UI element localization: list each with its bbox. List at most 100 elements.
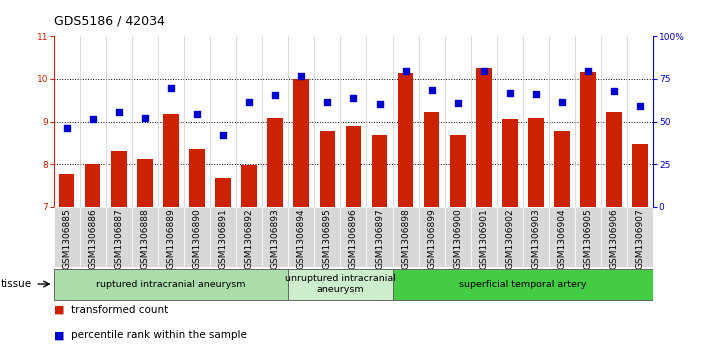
Point xyxy=(61,125,72,131)
Bar xyxy=(267,118,283,207)
Bar xyxy=(293,79,309,207)
Point xyxy=(321,99,333,105)
Bar xyxy=(575,207,601,267)
Bar xyxy=(85,164,101,207)
Bar xyxy=(580,72,596,207)
Bar xyxy=(606,112,622,207)
Bar xyxy=(393,207,418,267)
Point xyxy=(113,109,124,115)
Text: GSM1306892: GSM1306892 xyxy=(245,209,253,269)
Bar xyxy=(346,126,361,207)
Text: GSM1306886: GSM1306886 xyxy=(88,209,97,269)
Bar xyxy=(627,207,653,267)
Point xyxy=(531,91,542,97)
Bar xyxy=(288,207,314,267)
Text: GDS5186 / 42034: GDS5186 / 42034 xyxy=(54,15,164,28)
Bar xyxy=(210,207,236,267)
Text: GSM1306904: GSM1306904 xyxy=(558,209,566,269)
Text: GSM1306895: GSM1306895 xyxy=(323,209,332,269)
Bar xyxy=(54,269,288,299)
Text: GSM1306906: GSM1306906 xyxy=(610,209,619,269)
Text: GSM1306903: GSM1306903 xyxy=(531,209,540,269)
Bar xyxy=(137,159,153,207)
Bar xyxy=(523,207,549,267)
Text: unruptured intracranial
aneurysm: unruptured intracranial aneurysm xyxy=(285,274,396,294)
Text: GSM1306898: GSM1306898 xyxy=(401,209,410,269)
Bar xyxy=(341,207,366,267)
Point xyxy=(217,132,228,138)
Point xyxy=(556,99,568,105)
Point xyxy=(191,111,203,117)
Bar xyxy=(236,207,262,267)
Point xyxy=(504,90,516,95)
Text: GSM1306889: GSM1306889 xyxy=(166,209,176,269)
Bar xyxy=(372,135,387,207)
Bar xyxy=(262,207,288,267)
Bar xyxy=(288,269,393,299)
Text: GSM1306887: GSM1306887 xyxy=(114,209,124,269)
Point xyxy=(452,100,463,106)
Bar xyxy=(132,207,158,267)
Point xyxy=(243,99,255,105)
Bar xyxy=(450,135,466,207)
Bar xyxy=(80,207,106,267)
Bar xyxy=(424,112,440,207)
Bar xyxy=(528,118,544,207)
Point xyxy=(165,85,176,91)
Point xyxy=(269,92,281,98)
Text: superficial temporal artery: superficial temporal artery xyxy=(459,280,587,289)
Point xyxy=(608,88,620,94)
Point xyxy=(87,116,99,122)
Text: GSM1306897: GSM1306897 xyxy=(375,209,384,269)
Text: tissue: tissue xyxy=(1,279,32,289)
Bar xyxy=(476,68,492,207)
Bar xyxy=(502,119,518,207)
Text: transformed count: transformed count xyxy=(71,305,169,315)
Text: GSM1306896: GSM1306896 xyxy=(349,209,358,269)
Text: GSM1306891: GSM1306891 xyxy=(218,209,228,269)
Text: GSM1306907: GSM1306907 xyxy=(635,209,645,269)
Bar xyxy=(398,73,413,207)
Bar xyxy=(549,207,575,267)
Text: ruptured intracranial aneurysm: ruptured intracranial aneurysm xyxy=(96,280,246,289)
Bar xyxy=(497,207,523,267)
Text: GSM1306900: GSM1306900 xyxy=(453,209,462,269)
Text: GSM1306899: GSM1306899 xyxy=(427,209,436,269)
Bar xyxy=(241,165,257,207)
Bar xyxy=(418,207,445,267)
Text: GSM1306902: GSM1306902 xyxy=(506,209,514,269)
Bar xyxy=(111,151,126,207)
Bar xyxy=(163,114,178,207)
Bar xyxy=(215,178,231,207)
Bar xyxy=(471,207,497,267)
Bar xyxy=(393,269,653,299)
Text: ■: ■ xyxy=(54,305,64,315)
Bar xyxy=(184,207,210,267)
Bar xyxy=(366,207,393,267)
Point xyxy=(139,115,151,121)
Point xyxy=(583,68,594,74)
Bar xyxy=(54,207,80,267)
Text: GSM1306901: GSM1306901 xyxy=(479,209,488,269)
Point xyxy=(478,68,490,74)
Bar xyxy=(445,207,471,267)
Bar xyxy=(158,207,184,267)
Bar xyxy=(106,207,132,267)
Text: GSM1306894: GSM1306894 xyxy=(297,209,306,269)
Bar xyxy=(314,207,341,267)
Bar xyxy=(189,149,205,207)
Text: GSM1306893: GSM1306893 xyxy=(271,209,280,269)
Text: percentile rank within the sample: percentile rank within the sample xyxy=(71,330,247,340)
Text: ■: ■ xyxy=(54,330,64,340)
Point xyxy=(635,103,646,109)
Point xyxy=(400,68,411,74)
Point xyxy=(296,73,307,79)
Point xyxy=(426,87,438,93)
Point xyxy=(348,95,359,101)
Text: GSM1306888: GSM1306888 xyxy=(141,209,149,269)
Text: GSM1306890: GSM1306890 xyxy=(193,209,201,269)
Point xyxy=(374,101,386,107)
Bar xyxy=(59,174,74,207)
Bar xyxy=(320,131,335,207)
Bar xyxy=(554,131,570,207)
